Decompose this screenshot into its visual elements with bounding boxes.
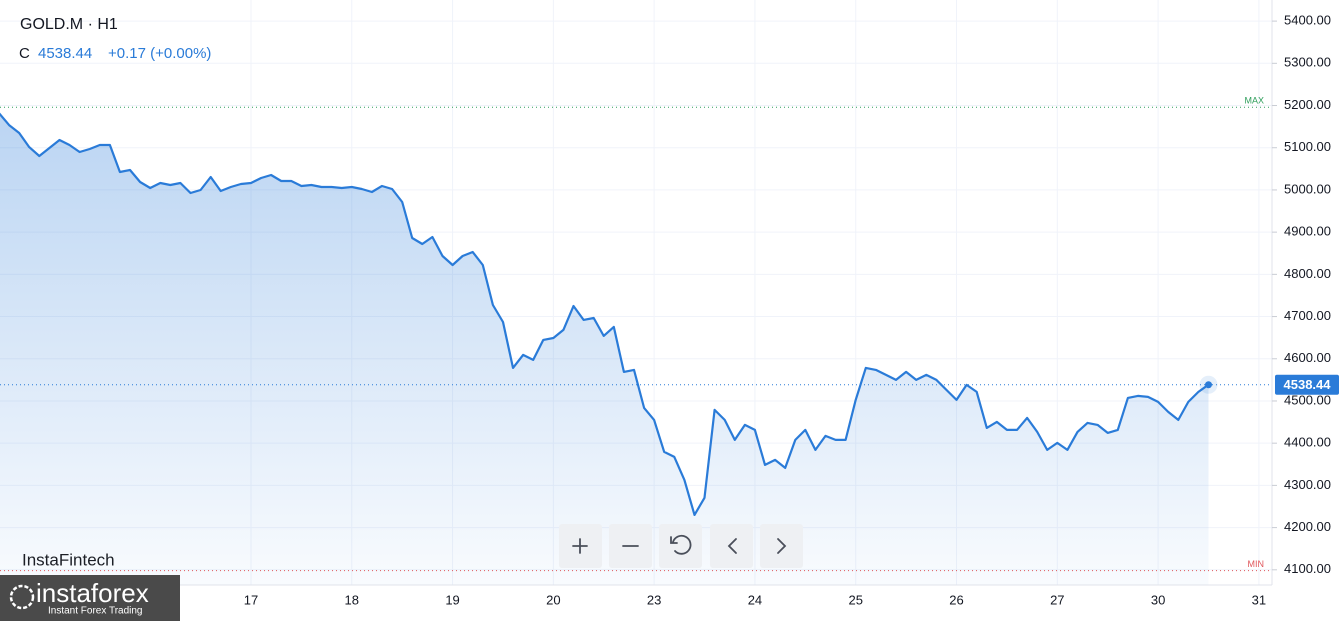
x-tick-label: 25 bbox=[848, 592, 862, 607]
price-prefix: C bbox=[19, 45, 30, 62]
y-tick-label: 4700.00 bbox=[1284, 308, 1331, 323]
x-tick-label: 23 bbox=[647, 592, 661, 607]
y-tick-label: 5100.00 bbox=[1284, 139, 1331, 154]
plot-area: MAX MIN bbox=[0, 96, 1272, 585]
y-tick-label: 5300.00 bbox=[1284, 55, 1331, 70]
y-tick-label: 4300.00 bbox=[1284, 477, 1331, 492]
price-change: +0.17 (+0.00%) bbox=[108, 45, 211, 62]
zoom-out-button[interactable] bbox=[609, 524, 652, 568]
price-line bbox=[0, 112, 1210, 516]
y-tick-label: 4400.00 bbox=[1284, 435, 1331, 450]
scroll-right-button[interactable] bbox=[760, 524, 803, 568]
reset-button[interactable] bbox=[659, 524, 702, 568]
price-badge-label: 4538.44 bbox=[1284, 377, 1332, 392]
symbol: GOLD.M · H1 bbox=[20, 16, 118, 33]
watermark: InstaFintech bbox=[22, 550, 115, 569]
last-price: 4538.44 bbox=[38, 45, 92, 62]
x-tick-label: 20 bbox=[546, 592, 560, 607]
y-tick-label: 5200.00 bbox=[1284, 97, 1331, 112]
y-tick-label: 4600.00 bbox=[1284, 350, 1331, 365]
x-tick-label: 31 bbox=[1252, 592, 1266, 607]
y-tick-label: 4100.00 bbox=[1284, 561, 1331, 576]
x-tick-label: 27 bbox=[1050, 592, 1064, 607]
axes: 4100.00 4200.00 4300.00 4400.00 4500.00 4600.… bbox=[244, 13, 1339, 607]
logo-tagline: Instant Forex Trading bbox=[48, 606, 143, 617]
logo: instaforex Instant Forex Trading bbox=[0, 575, 180, 621]
max-line-label: MAX bbox=[1244, 96, 1264, 106]
x-tick-label: 24 bbox=[748, 592, 762, 607]
zoom-in-button[interactable] bbox=[559, 524, 602, 568]
y-tick-label: 4200.00 bbox=[1284, 519, 1331, 534]
logo-name: instaforex bbox=[36, 578, 149, 608]
x-tick-label: 26 bbox=[949, 592, 963, 607]
x-tick-label: 30 bbox=[1151, 592, 1165, 607]
scroll-left-button[interactable] bbox=[710, 524, 753, 568]
x-tick-label: 17 bbox=[244, 592, 258, 607]
min-line-label: MIN bbox=[1248, 559, 1265, 569]
x-tick-label: 18 bbox=[345, 592, 359, 607]
last-point bbox=[1205, 381, 1213, 389]
y-tick-label: 4900.00 bbox=[1284, 224, 1331, 239]
y-tick-label: 4800.00 bbox=[1284, 266, 1331, 281]
y-tick-label: 4500.00 bbox=[1284, 392, 1331, 407]
y-tick-label: 5000.00 bbox=[1284, 181, 1331, 196]
x-tick-label: 19 bbox=[445, 592, 459, 607]
area-fill bbox=[0, 114, 1209, 585]
y-tick-label: 5400.00 bbox=[1284, 13, 1331, 28]
price-badge bbox=[1275, 374, 1339, 395]
